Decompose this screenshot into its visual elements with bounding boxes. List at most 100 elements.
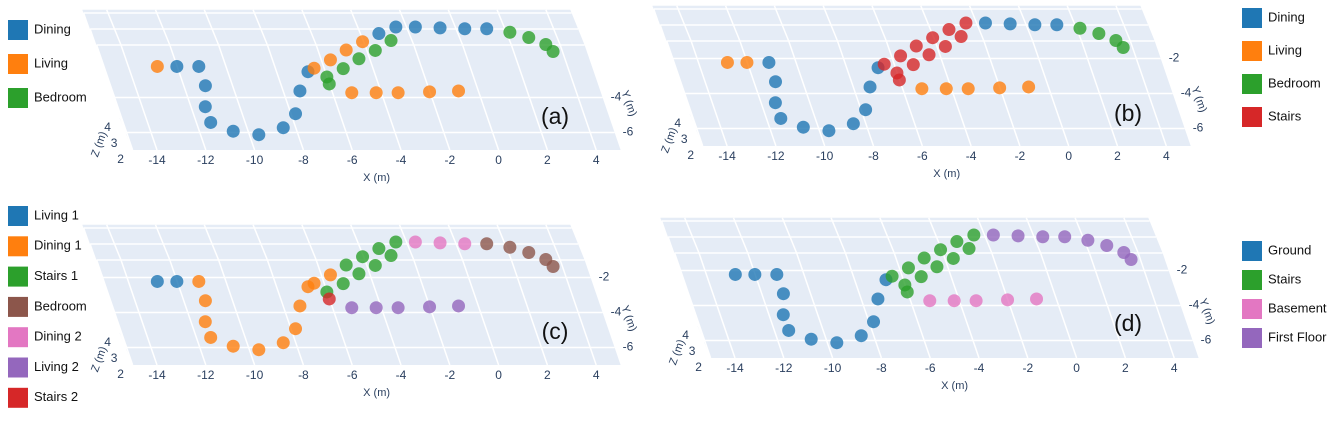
legend-label: Bedroom	[1268, 75, 1321, 90]
point	[458, 237, 472, 251]
point	[391, 301, 405, 315]
legend-swatch	[8, 206, 28, 226]
point	[546, 45, 560, 58]
point	[522, 246, 536, 259]
z-tick-label: 4	[674, 116, 681, 130]
point	[1116, 41, 1130, 54]
point	[863, 80, 877, 94]
grid-line	[652, 8, 691, 115]
point	[877, 57, 891, 71]
grid-line	[676, 5, 692, 42]
x-tick-label: -6	[925, 361, 936, 375]
point	[969, 294, 983, 308]
x-tick-label: 0	[1073, 361, 1080, 375]
point	[930, 260, 944, 274]
z-tick-label: 3	[681, 132, 688, 146]
point	[170, 59, 184, 73]
point	[307, 61, 321, 75]
point	[352, 267, 366, 281]
y-axis-label: Y (m)	[1189, 85, 1209, 114]
x-tick-label: -14	[718, 149, 736, 163]
x-tick-label: -8	[868, 149, 879, 163]
legend-swatch	[8, 20, 28, 40]
legend-label: Dining	[34, 21, 71, 36]
legend-label: Dining 1	[34, 238, 82, 253]
point	[830, 336, 844, 350]
z-tick-label: 2	[687, 148, 694, 162]
point	[938, 39, 952, 53]
x-tick-label: -8	[876, 361, 887, 375]
legend-label: Living	[34, 55, 68, 70]
point	[389, 235, 403, 249]
legend-swatch	[1242, 107, 1262, 127]
point	[986, 228, 1000, 242]
point	[934, 243, 948, 257]
grid-line	[82, 12, 121, 119]
point	[993, 81, 1007, 95]
x-tick-label: -8	[298, 368, 309, 382]
point	[914, 270, 928, 284]
legend-label: Stairs 2	[34, 389, 78, 404]
x-tick-label: 4	[593, 368, 600, 382]
grid-line	[447, 224, 464, 261]
grid-line	[496, 224, 513, 261]
x-tick-label: 2	[544, 153, 551, 167]
point	[1022, 80, 1036, 94]
point	[909, 39, 923, 53]
legend-label: Stairs 1	[34, 268, 78, 283]
legend-swatch	[8, 357, 28, 378]
z-axis-label: Z (m)	[667, 338, 687, 367]
x-tick-label: -2	[444, 153, 455, 167]
point	[804, 332, 818, 346]
grid-line	[203, 224, 220, 261]
x-tick-label: 0	[495, 368, 502, 382]
point	[854, 329, 868, 343]
x-tick-label: -14	[148, 153, 166, 167]
grid-line	[684, 217, 700, 254]
legend-swatch	[8, 296, 28, 317]
point	[372, 242, 386, 256]
grid-line	[1025, 217, 1042, 254]
legend-label: Stairs	[1268, 108, 1302, 123]
legend-label: Bedroom	[34, 89, 87, 104]
z-axis-label: Z (m)	[89, 345, 109, 374]
x-tick-label: -12	[775, 361, 793, 375]
point	[372, 27, 386, 41]
point	[198, 79, 212, 93]
y-tick-label: -6	[1201, 333, 1212, 347]
point	[1003, 17, 1017, 31]
z-tick-label: 4	[682, 328, 689, 342]
point	[926, 31, 940, 45]
point	[339, 43, 353, 57]
z-axis-label: Z (m)	[89, 130, 109, 159]
point	[423, 300, 437, 314]
grid-line	[830, 217, 847, 254]
point	[408, 20, 422, 34]
point	[198, 294, 212, 308]
point	[770, 267, 784, 281]
point	[198, 100, 212, 114]
grid-line	[1123, 217, 1139, 254]
point	[962, 242, 976, 256]
legend-label: Ground	[1268, 242, 1311, 257]
y-axis-label: Y (m)	[618, 89, 638, 118]
x-tick-label: 0	[1065, 149, 1072, 163]
point	[898, 278, 912, 292]
z-tick-label: 4	[104, 335, 111, 349]
point	[276, 336, 290, 350]
point	[942, 23, 956, 37]
point	[226, 339, 240, 353]
grid-line	[773, 5, 790, 42]
grid-line	[95, 259, 134, 366]
legend-swatch	[1242, 41, 1262, 61]
point	[356, 250, 370, 264]
point	[906, 58, 920, 72]
grid-line	[1074, 217, 1091, 254]
point	[762, 55, 776, 69]
panel-label: (b)	[1114, 100, 1142, 126]
point	[356, 35, 370, 49]
legend-swatch	[1242, 299, 1262, 319]
